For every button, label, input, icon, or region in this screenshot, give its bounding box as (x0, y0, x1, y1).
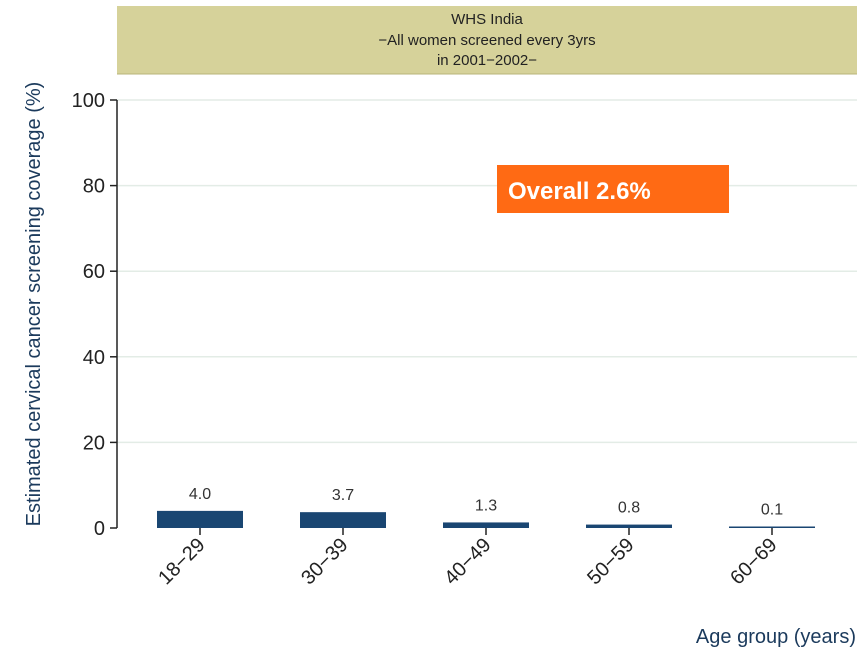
bar-1 (157, 510, 243, 528)
y-ticks: 0 20 40 60 80 100 (72, 90, 117, 540)
y-tick-label: 80 (83, 176, 105, 198)
x-ticks: 18−29 30−39 40−49 50−59 60−69 (154, 528, 782, 589)
bar-4 (586, 524, 672, 528)
x-tick-label: 50−59 (583, 534, 638, 589)
y-tick-label: 60 (83, 261, 105, 283)
x-tick-label: 40−49 (440, 534, 495, 589)
bar-5 (729, 526, 815, 528)
x-tick-label: 30−39 (297, 534, 352, 589)
bar-2 (300, 512, 386, 528)
bar-3 (443, 522, 529, 528)
chart-header-line-1: WHS India (451, 11, 523, 28)
grid-lines (117, 99, 857, 444)
bars (157, 510, 815, 528)
data-labels: 4.0 3.7 1.3 0.8 0.1 (189, 486, 783, 519)
y-tick-label: 100 (72, 90, 105, 112)
data-label: 0.1 (761, 502, 783, 519)
overall-annotation-text: Overall 2.6% (508, 178, 651, 205)
x-tick-label: 18−29 (154, 534, 209, 589)
data-label: 3.7 (332, 487, 354, 504)
y-tick-label: 0 (94, 518, 105, 540)
data-label: 0.8 (618, 500, 640, 517)
y-axis-title: Estimated cervical cancer screening cove… (23, 82, 45, 527)
data-label: 4.0 (189, 486, 211, 503)
y-tick-label: 40 (83, 347, 105, 369)
data-label: 1.3 (475, 497, 497, 514)
chart-header-line-3: in 2001−2002− (437, 52, 537, 69)
x-axis-title: Age group (years) (696, 626, 856, 648)
x-tick-label: 60−69 (726, 534, 781, 589)
y-tick-label: 20 (83, 432, 105, 454)
overall-annotation-box (497, 165, 729, 213)
chart-header-line-2: −All women screened every 3yrs (378, 32, 595, 49)
chart-header-band (117, 6, 857, 74)
